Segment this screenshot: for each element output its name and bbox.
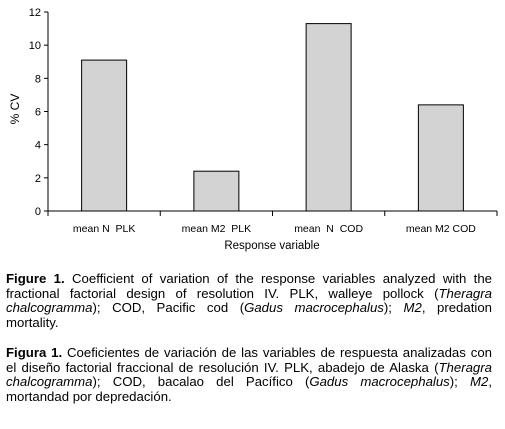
caption-species: Theragra chalcogramma xyxy=(6,285,492,316)
bar-4 xyxy=(417,104,464,212)
caption-species: Gadus macrocephalus xyxy=(309,374,450,390)
caption-term: M2 xyxy=(469,374,489,390)
caption-species: Gadus macrocephalus xyxy=(244,300,384,316)
bar-3 xyxy=(305,23,352,212)
caption-text: , mortandad por depredación. xyxy=(6,374,492,404)
y-tick-label: 4 xyxy=(35,140,41,152)
bar-chart: 0 2 4 6 8 10 12 mean N PLK mean M2 PLK mean N CO… xyxy=(8,7,498,252)
figure-caption-spanish: Figura 1. Coeficientes de variación de l… xyxy=(6,345,492,404)
caption-text: ); COD, bacalao del Pacífico ( xyxy=(92,374,310,390)
caption-species: Theragra chalcogramma xyxy=(6,359,492,390)
y-tick-label: 2 xyxy=(35,173,41,185)
y-tick-label: 6 xyxy=(35,107,41,119)
y-tick-label: 10 xyxy=(29,40,41,52)
x-category-group: mean N PLK mean M2 PLK mean N COD mean M2 C… xyxy=(73,223,476,235)
caption-text: Coeficientes de variación de las variabl… xyxy=(6,345,492,375)
caption-label: Figure 1. xyxy=(6,271,65,286)
caption-label: Figura 1. xyxy=(6,345,63,360)
caption-text: , predation mortality. xyxy=(6,300,492,330)
y-axis-label: % CV xyxy=(8,94,22,125)
caption-text: ); xyxy=(383,300,404,316)
bar-2 xyxy=(193,170,240,212)
bar-1 xyxy=(81,59,128,212)
y-tick-label: 0 xyxy=(35,206,41,218)
caption-text: ); xyxy=(449,374,470,390)
figure-caption-english: Figure 1. Coefficient of variation of th… xyxy=(6,271,492,330)
x-category-label: mean N PLK xyxy=(73,223,135,235)
x-category-label: mean N COD xyxy=(294,223,363,235)
x-category-label: mean M2 COD xyxy=(406,223,476,235)
x-axis-label: Response variable xyxy=(224,240,319,252)
caption-text: Coefficient of variation of the response… xyxy=(6,271,492,301)
y-tick-group: 0 2 4 6 8 10 12 xyxy=(29,7,48,218)
bar-group xyxy=(81,23,464,212)
y-tick-label: 12 xyxy=(29,7,41,19)
y-tick-label: 8 xyxy=(35,73,41,85)
x-category-label: mean M2 PLK xyxy=(182,223,251,235)
caption-text: ); COD, Pacific cod ( xyxy=(92,300,245,316)
caption-term: M2 xyxy=(403,300,422,316)
